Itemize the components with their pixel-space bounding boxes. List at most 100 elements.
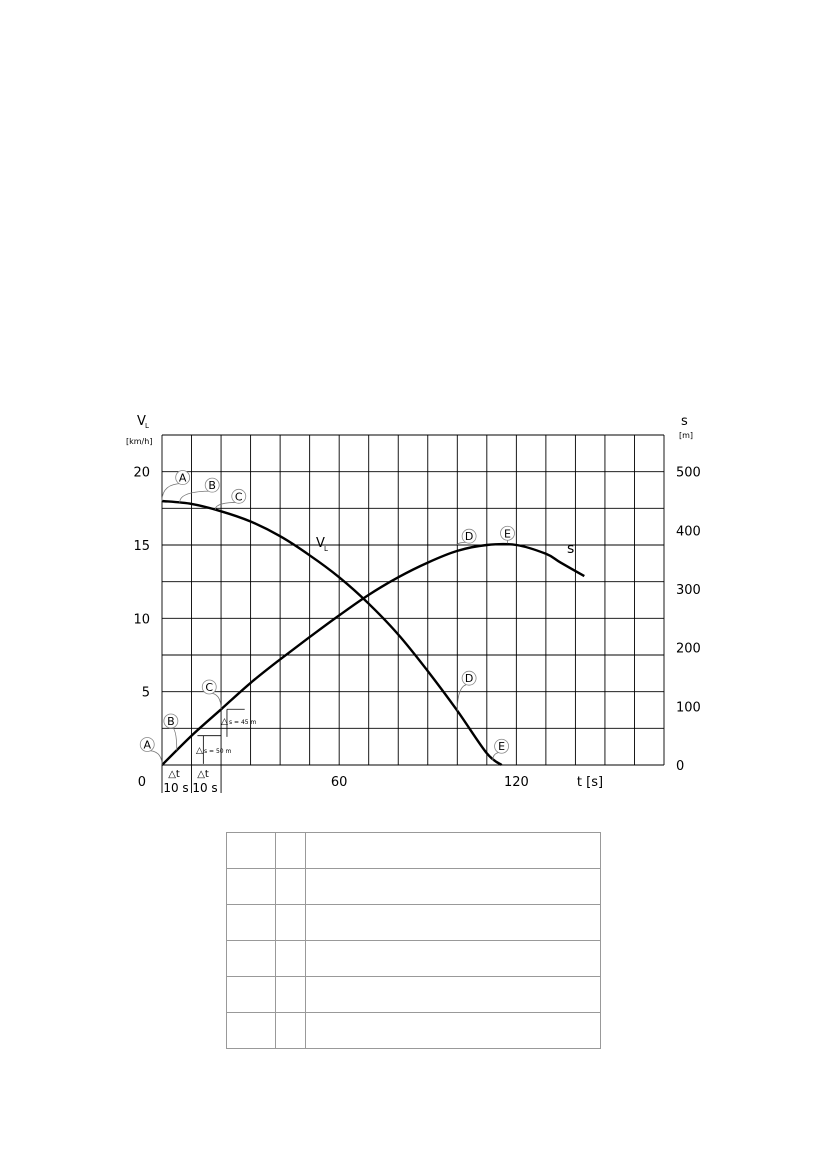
- table-cell: [305, 1012, 601, 1049]
- left-axis-tick: 10: [133, 612, 150, 627]
- right-axis-tick: 500: [676, 466, 701, 481]
- delta-t-label: 10 s: [192, 781, 217, 795]
- table-cell: [226, 832, 276, 869]
- marker-a: A: [175, 470, 191, 485]
- left-axis-label: V: [137, 414, 146, 429]
- delta-s-bracket: [197, 735, 222, 764]
- table-cell: [226, 940, 276, 977]
- marker-d: D: [461, 670, 477, 686]
- marker-circle: [201, 679, 217, 695]
- table-cell: [305, 940, 601, 977]
- marker-circle: [175, 470, 191, 485]
- marker-c: C: [201, 679, 217, 695]
- right-axis-tick: 100: [676, 700, 701, 715]
- delta-t-label: 10 s: [163, 781, 188, 795]
- marker-circle: [163, 713, 179, 729]
- marker-label: A: [179, 472, 187, 485]
- marker-c: C: [231, 488, 247, 504]
- table-row: [226, 976, 601, 1013]
- delta-s-symbol: △: [221, 717, 228, 727]
- table-cell: [275, 832, 306, 869]
- table-row: [226, 1012, 601, 1049]
- delta-t-symbol: △t: [197, 769, 209, 780]
- marker-circle: [139, 737, 155, 752]
- empty-table: [226, 832, 601, 1049]
- marker-leader: [147, 750, 163, 766]
- right-axis-tick: 200: [676, 642, 701, 657]
- table-row: [226, 868, 601, 905]
- table-cell: [275, 1012, 306, 1049]
- right-axis-tick: 400: [676, 524, 701, 539]
- series-label-distance: s: [567, 541, 574, 557]
- marker-label: C: [205, 681, 213, 694]
- table-cell: [275, 904, 306, 941]
- table-cell: [226, 976, 276, 1013]
- marker-label: D: [465, 530, 473, 543]
- table-cell: [275, 940, 306, 977]
- left-axis-tick: 0: [138, 775, 146, 790]
- marker-circle: [494, 738, 509, 754]
- left-axis-tick: 20: [133, 466, 150, 481]
- table-cell: [305, 976, 601, 1013]
- left-axis-tick: 5: [142, 686, 150, 701]
- marker-circle: [231, 488, 247, 504]
- delta-s-label: s = 45 m: [229, 719, 257, 726]
- table-row: [226, 940, 601, 977]
- left-axis-label-sub: L: [145, 422, 149, 430]
- marker-circle: [461, 670, 477, 686]
- right-axis-unit: [m]: [679, 431, 693, 440]
- marker-leader: [456, 683, 470, 711]
- delta-s-bracket: [226, 708, 245, 737]
- left-axis-tick: 15: [133, 539, 150, 554]
- marker-b: B: [204, 477, 220, 493]
- marker-e: E: [494, 738, 509, 754]
- distance-curve: [161, 542, 585, 766]
- marker-label: A: [143, 738, 151, 751]
- table-cell: [305, 832, 601, 869]
- table-cell: [305, 904, 601, 941]
- velocity-curve: [161, 499, 503, 766]
- series-label-velocity: V: [316, 536, 325, 551]
- table-row: [226, 904, 601, 941]
- marker-label: B: [167, 715, 175, 728]
- delta-s-symbol: △: [196, 746, 203, 756]
- series-label-velocity-sub: L: [324, 545, 328, 553]
- marker-a: A: [139, 737, 155, 752]
- x-axis-tick: 120: [504, 775, 529, 790]
- table-cell: [226, 1012, 276, 1049]
- right-axis-label: s: [681, 414, 688, 429]
- delta-s-label: s = 50 m: [204, 748, 232, 755]
- marker-circle: [461, 528, 477, 544]
- marker-circle: [204, 477, 220, 493]
- marker-d: D: [461, 528, 477, 544]
- table-cell: [226, 868, 276, 905]
- marker-leader: [170, 726, 178, 751]
- table-cell: [226, 904, 276, 941]
- table-row: [226, 832, 601, 869]
- marker-label: D: [465, 672, 473, 685]
- right-axis-tick: 0: [676, 759, 684, 774]
- x-axis-tick: 60: [331, 775, 348, 790]
- delta-t-symbol: △t: [168, 769, 180, 780]
- table-cell: [275, 976, 306, 1013]
- grid: [161, 434, 665, 766]
- marker-b: B: [163, 713, 179, 729]
- marker-leader: [209, 692, 222, 710]
- marker-label: B: [208, 479, 216, 492]
- marker-circle: [500, 525, 515, 541]
- x-axis-label: t [s]: [577, 775, 603, 790]
- left-axis-unit: [km/h]: [126, 437, 152, 446]
- table-cell: [305, 868, 601, 905]
- marker-label: E: [498, 740, 505, 753]
- marker-e: E: [500, 525, 515, 541]
- table-cell: [275, 868, 306, 905]
- marker-leader: [161, 483, 183, 502]
- marker-label: E: [504, 527, 511, 540]
- annotations: △t △t10 s 10 s△ s = 50 m△ s = 45 m: [161, 708, 257, 795]
- marker-leader: [179, 490, 213, 503]
- right-axis-tick: 300: [676, 583, 701, 598]
- markers: A B C D E D E C B A: [139, 470, 515, 766]
- marker-label: C: [235, 490, 243, 503]
